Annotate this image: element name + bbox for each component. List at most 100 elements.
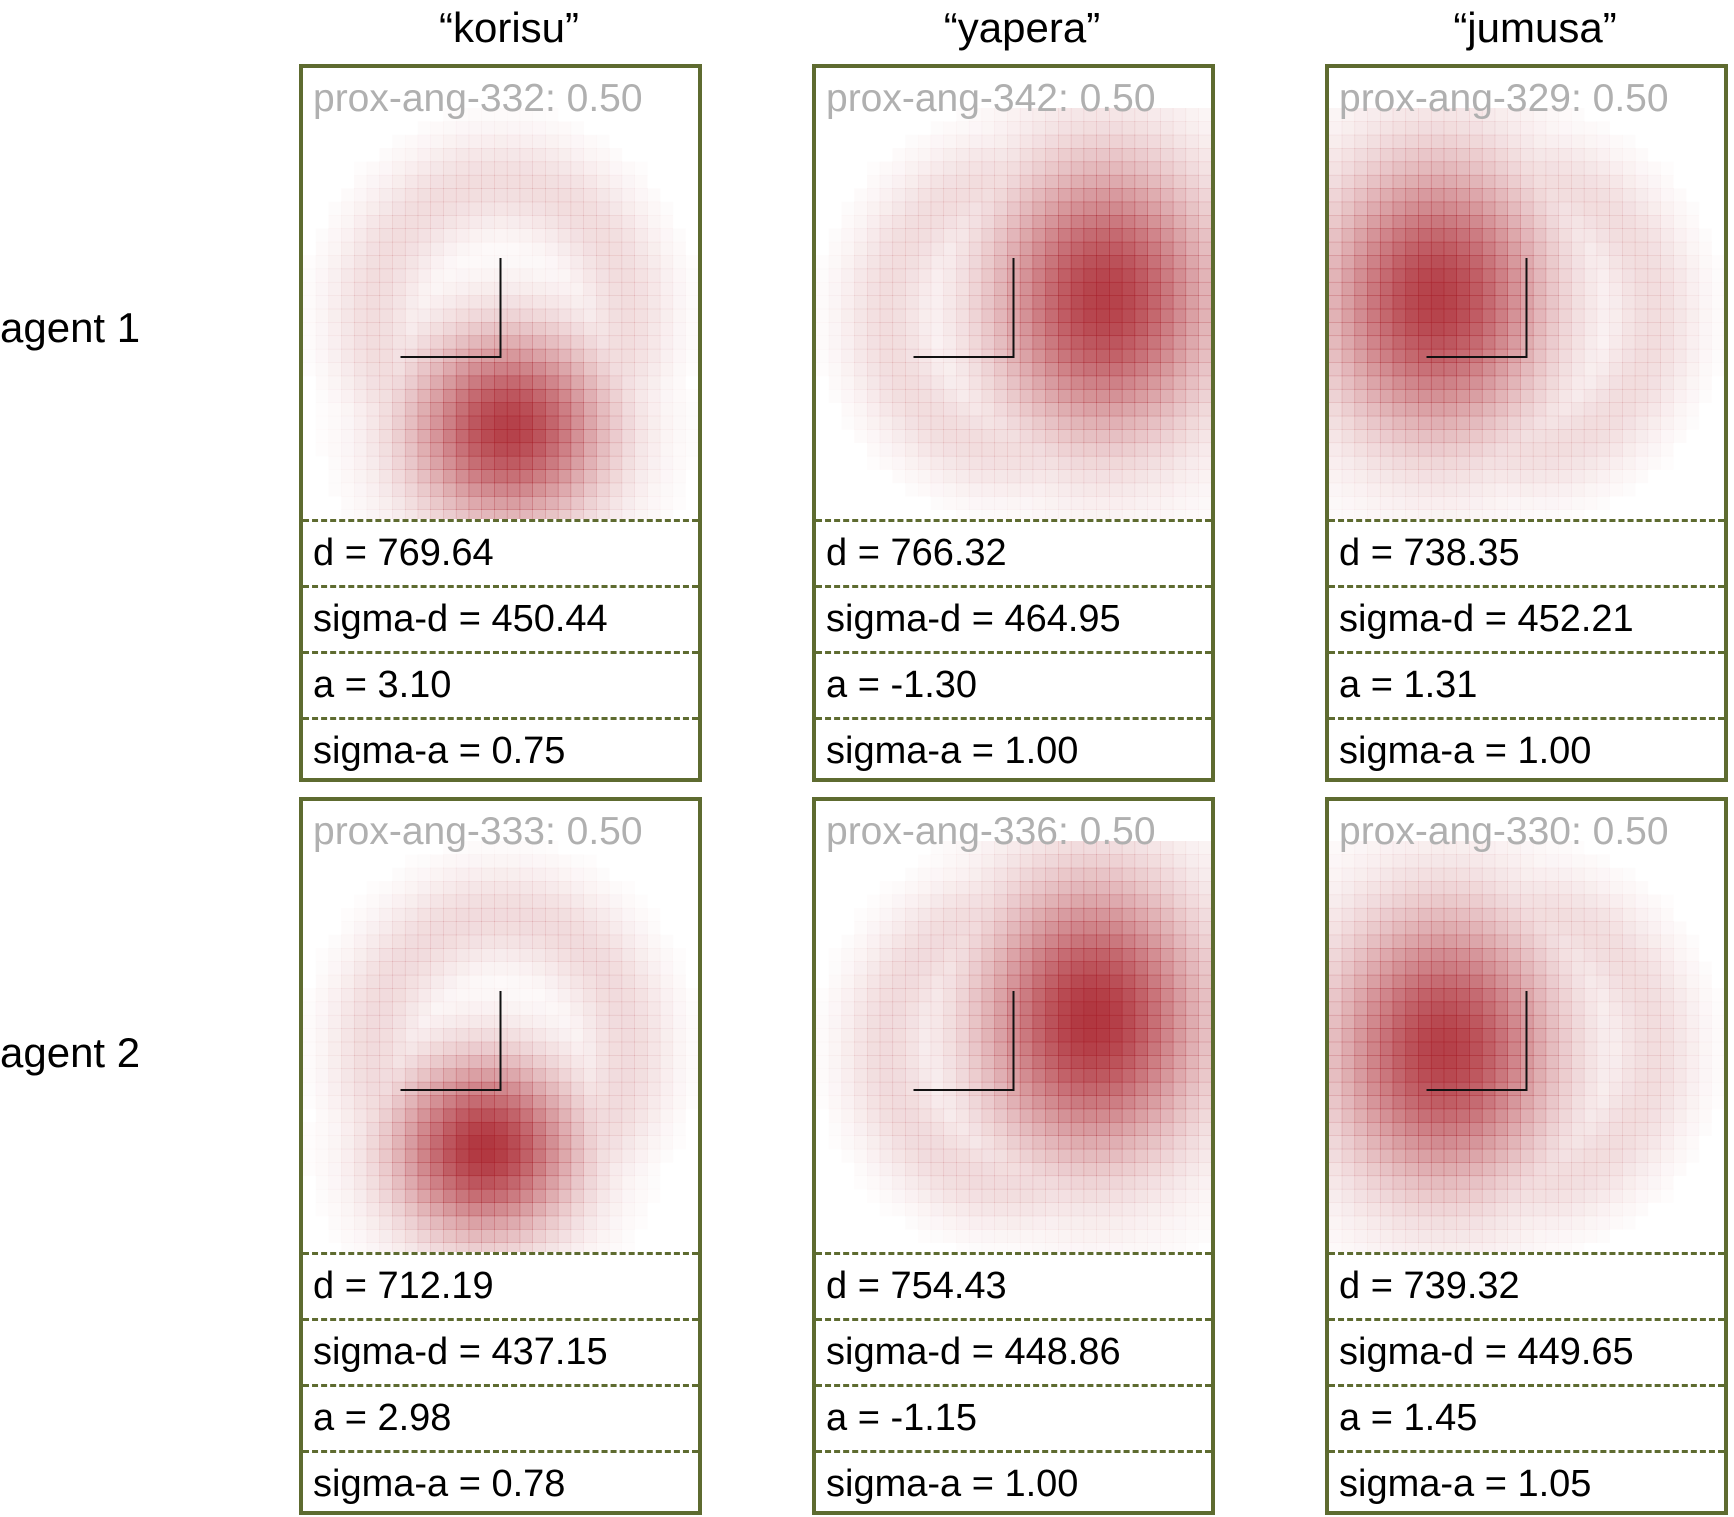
heatmap-cell [1660,456,1673,470]
heatmap-cell [1058,854,1072,869]
heatmap-cell [583,241,597,256]
heatmap-cell [1481,854,1496,869]
heatmap-cell [1622,308,1636,323]
heatmap-cell [1109,921,1123,936]
heatmap-cell [494,894,508,909]
heatmap-cell [1698,281,1712,296]
heatmap-cell [1341,188,1356,203]
heatmap-cell [430,854,443,868]
heatmap-cell [494,134,508,149]
heatmap-cell [1507,241,1521,256]
heatmap-cell [1329,1108,1343,1123]
heatmap-cell [1469,429,1483,444]
heatmap-cell [1532,375,1547,390]
heatmap-cell [1032,228,1046,243]
heatmap-cell [1481,881,1496,896]
heatmap-cell [1596,1001,1610,1016]
heatmap-cell [341,1068,355,1083]
heatmap-cell [1019,268,1034,283]
heatmap-cell [994,335,1008,350]
heatmap-cell [943,1229,956,1243]
heatmap-cell [1185,1188,1199,1203]
heatmap-cell [1622,322,1636,337]
heatmap-cell [506,1095,521,1110]
heatmap-cell [1520,161,1534,176]
heatmap-cell [1443,1108,1458,1123]
heatmap-cell [392,188,406,203]
heatmap-cell [1160,854,1174,869]
heatmap-cell [1134,388,1148,403]
heatmap-cell [879,974,894,989]
heatmap-cell [443,482,457,497]
heatmap-cell [647,1028,661,1043]
heatmap-cell [1481,322,1496,337]
heatmap-cell [634,1081,648,1096]
heatmap-cell [596,201,610,216]
heatmap-cell [545,442,559,457]
heatmap-cell [392,1028,406,1043]
heatmap-cell [1456,375,1470,390]
heatmap-cell [1341,1095,1356,1110]
heatmap-cell [1109,455,1123,470]
heatmap-cell [557,308,572,323]
heatmap-cell [1571,455,1585,470]
heatmap-cell [506,495,521,510]
heatmap-cell [1121,429,1136,444]
heatmap-cell [1121,201,1136,216]
heatmap-cell [366,188,381,203]
heatmap-cell [1520,1175,1534,1190]
heatmap-cell [1329,121,1343,136]
heatmap-cell [1430,429,1445,444]
heatmap-cell [1341,442,1356,457]
heatmap-cell [634,281,648,296]
heatmap-cell [1507,867,1521,882]
heatmap-cell [1545,482,1559,497]
heatmap-cell [968,1215,983,1230]
heatmap-cell [1609,268,1623,283]
heatmap-cell [1160,974,1174,989]
heatmap-cell [1418,228,1432,243]
heatmap-cell [596,188,610,203]
heatmap-cell [1172,201,1187,216]
heatmap-cell [455,188,470,203]
heatmap-cell [1367,1014,1381,1029]
heatmap-cell [1494,934,1508,949]
heatmap-cell [1469,1028,1483,1043]
heatmap-cell [417,1055,432,1070]
heatmap-cell [1367,1108,1381,1123]
heatmap-cell [545,415,559,430]
heatmap-cell [1329,867,1343,882]
heatmap-cell [1507,362,1521,377]
heatmap-cell [930,894,945,909]
heatmap-cell [918,854,931,868]
heatmap-cell [1058,121,1072,136]
heatmap-cell [1147,1188,1161,1203]
heatmap-cell [1058,482,1072,497]
heatmap-cell [981,161,995,176]
heatmap-cell [417,415,432,430]
heatmap-cell [532,121,545,135]
heatmap-cell [1507,108,1521,122]
heatmap-cell [468,948,482,963]
heatmap-cell [404,1228,419,1243]
heatmap-cell [866,348,881,363]
heatmap-cell [1660,335,1674,350]
heatmap-cell [1379,854,1394,869]
heatmap-cell [1430,215,1445,230]
heatmap-cell [1405,509,1419,519]
heatmap-cell [366,442,381,457]
heatmap-cell [892,907,906,922]
heatmap-cell [1070,1081,1085,1096]
heatmap-cell [1160,308,1174,323]
heatmap-cell [1584,496,1597,510]
heatmap-cell [905,188,919,203]
heatmap-cell [1032,174,1046,189]
heatmap-cell [905,308,919,323]
heatmap-cell [366,509,381,519]
heatmap-cell [1622,362,1636,377]
heatmap-cell [608,1028,623,1043]
heatmap-cell [1647,201,1661,216]
heatmap-cell [1083,1228,1097,1243]
heatmap-cell [404,322,419,337]
heatmap-cell [379,1215,393,1230]
